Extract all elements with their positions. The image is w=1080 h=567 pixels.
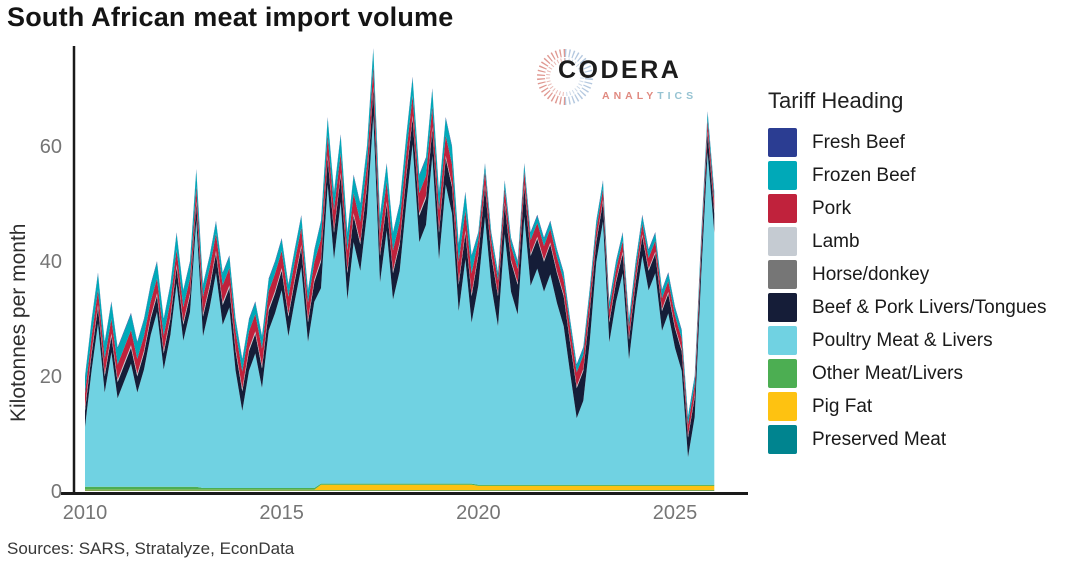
y-tick-label: 20 <box>40 366 62 388</box>
legend-item-beef-pork-livers-tongues: Beef & Pork Livers/Tongues <box>768 293 1068 322</box>
logo-subtitle-right: TICS <box>657 90 698 102</box>
sources-note: Sources: SARS, Stratalyze, EconData <box>7 539 295 558</box>
legend-label: Pork <box>812 197 852 219</box>
x-tick-label: 2020 <box>456 502 501 524</box>
legend-item-poultry-meat-livers: Poultry Meat & Livers <box>768 326 1068 355</box>
legend-items: Fresh Beef Frozen Beef Pork Lamb Horse/donke… <box>768 128 1068 454</box>
legend-label: Pig Fat <box>812 395 873 417</box>
legend-label: Beef & Pork Livers/Tongues <box>812 296 1047 318</box>
legend-item-pig-fat: Pig Fat <box>768 392 1068 421</box>
x-tick-label: 2010 <box>63 502 108 524</box>
legend-swatch-other-meat-livers <box>768 359 797 388</box>
area-pig-fat <box>85 484 715 491</box>
x-tick-label: 2015 <box>259 502 304 524</box>
legend-swatch-fresh-beef <box>768 128 797 157</box>
legend-swatch-frozen-beef <box>768 161 797 190</box>
legend-item-pork: Pork <box>768 194 1068 223</box>
codera-analytics-logo: CODERA ANALYTICS <box>536 42 716 110</box>
legend-label: Horse/donkey <box>812 263 930 285</box>
legend-swatch-horse-donkey <box>768 260 797 289</box>
y-tick-label: 60 <box>40 136 62 158</box>
logo-subtitle-left: ANALY <box>602 90 658 102</box>
legend-label: Lamb <box>812 230 860 252</box>
area-preserved-meat <box>85 490 715 491</box>
legend-item-lamb: Lamb <box>768 227 1068 256</box>
legend-swatch-poultry-meat-livers <box>768 326 797 355</box>
legend-title: Tariff Heading <box>768 88 904 113</box>
logo-subtitle: ANALYTICS <box>602 90 697 102</box>
chart-title: South African meat import volume <box>7 2 454 32</box>
legend-item-other-meat-livers: Other Meat/Livers <box>768 359 1068 388</box>
y-tick-label: 0 <box>51 481 62 503</box>
logo-wordmark: CODERA <box>558 56 682 84</box>
legend-label: Poultry Meat & Livers <box>812 329 993 351</box>
legend-item-preserved-meat: Preserved Meat <box>768 425 1068 454</box>
area-poultry-meat-livers <box>85 115 715 488</box>
legend-swatch-preserved-meat <box>768 425 797 454</box>
legend-item-frozen-beef: Frozen Beef <box>768 161 1068 190</box>
legend-swatch-pork <box>768 194 797 223</box>
legend-item-fresh-beef: Fresh Beef <box>768 128 1068 157</box>
legend-item-horse-donkey: Horse/donkey <box>768 260 1068 289</box>
legend-label: Frozen Beef <box>812 164 916 186</box>
legend: Tariff Heading Fresh Beef Frozen Beef Pork… <box>768 88 1068 458</box>
x-tick-label: 2025 <box>653 502 698 524</box>
legend-label: Preserved Meat <box>812 428 947 450</box>
legend-swatch-pig-fat <box>768 392 797 421</box>
legend-label: Fresh Beef <box>812 131 905 153</box>
y-tick-label: 40 <box>40 251 62 273</box>
legend-swatch-beef-pork-livers-tongues <box>768 293 797 322</box>
area-other-meat-livers <box>85 483 715 490</box>
legend-swatch-lamb <box>768 227 797 256</box>
legend-label: Other Meat/Livers <box>812 362 963 384</box>
